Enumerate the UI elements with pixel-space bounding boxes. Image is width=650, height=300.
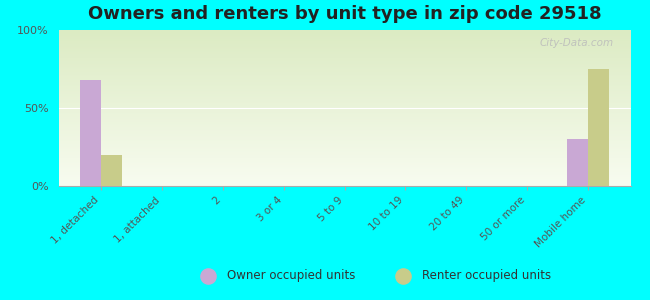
Bar — [80, 80, 101, 186]
Bar — [567, 139, 588, 186]
Text: City-Data.com: City-Data.com — [540, 38, 614, 48]
Title: Owners and renters by unit type in zip code 29518: Owners and renters by unit type in zip c… — [88, 5, 601, 23]
Bar — [588, 69, 609, 186]
Text: Owner occupied units: Owner occupied units — [227, 269, 356, 283]
Bar — [101, 155, 122, 186]
Text: Renter occupied units: Renter occupied units — [422, 269, 552, 283]
